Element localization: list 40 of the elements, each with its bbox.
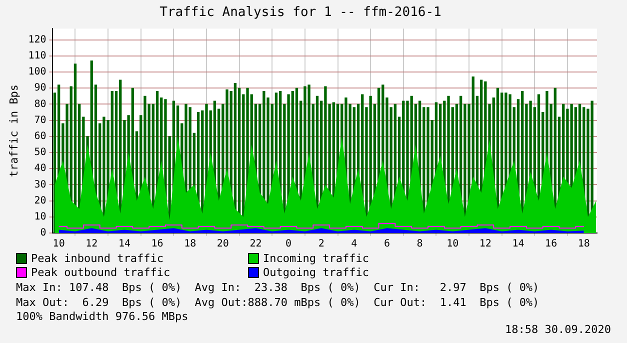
x-tick-label: 10 — [52, 238, 65, 250]
x-tick-label: 22 — [250, 238, 262, 250]
y-tick-label: 40 — [34, 163, 46, 174]
x-tick-label: 10 — [446, 238, 459, 250]
y-tick-label: 60 — [34, 131, 46, 142]
y-tick-label: 30 — [34, 179, 46, 190]
text: Max Out: 6.29 Bps ( 0%) Avg Out:888.70 mBps ( 0%) Cur Out: 1.41 Bps ( 0%) — [16, 296, 540, 308]
x-tick-label: 12 — [86, 238, 98, 250]
y-tick-label: 80 — [34, 98, 46, 110]
x-tick-label: 16 — [545, 238, 558, 250]
y-tick-label: 100 — [28, 66, 46, 78]
text: Max In: 107.48 Bps ( 0%) Avg In: 23.38 Bps ( 0%) Cur In: 2.97 Bps ( 0%) — [16, 281, 540, 294]
x-tick-label: 12 — [479, 238, 492, 250]
x-tick-label: 14 — [512, 238, 524, 250]
x-tick-label: 0 — [286, 238, 292, 250]
text: 100% Bandwidth 976.56 MBps — [16, 310, 188, 323]
x-tick-label: 18 — [184, 238, 196, 250]
y-tick-label: 10 — [34, 212, 46, 222]
y-tick-label: 110 — [28, 50, 46, 62]
chart-title: Traffic Analysis for 1 -- ffm-2016-1 — [160, 5, 442, 20]
x-tick-label: 2 — [318, 238, 324, 250]
x-tick-label: 18 — [578, 238, 590, 250]
x-tick-label: 14 — [118, 238, 130, 250]
legend-label: Incoming traffic — [263, 252, 369, 265]
y-axis-title: traffic in Bps — [7, 84, 20, 178]
y-tick-label: 90 — [34, 82, 46, 94]
text: 18:58 30.09.2020 — [505, 323, 611, 336]
x-tick-label: 4 — [351, 238, 358, 250]
y-tick-label: 70 — [34, 114, 46, 126]
legend-label: Peak inbound traffic — [31, 252, 164, 265]
x-tick-label: 8 — [416, 238, 423, 250]
legend-label: Peak outbound traffic — [31, 266, 170, 279]
y-tick-label: 50 — [34, 147, 46, 158]
x-tick-label: 20 — [216, 238, 229, 250]
x-tick-label: 6 — [384, 238, 390, 250]
y-tick-label: 120 — [28, 34, 46, 46]
y-tick-label: 20 — [34, 195, 46, 206]
legend-label: Outgoing traffic — [263, 266, 369, 279]
y-tick-label: 0 — [40, 228, 46, 239]
x-tick-label: 16 — [151, 238, 164, 250]
